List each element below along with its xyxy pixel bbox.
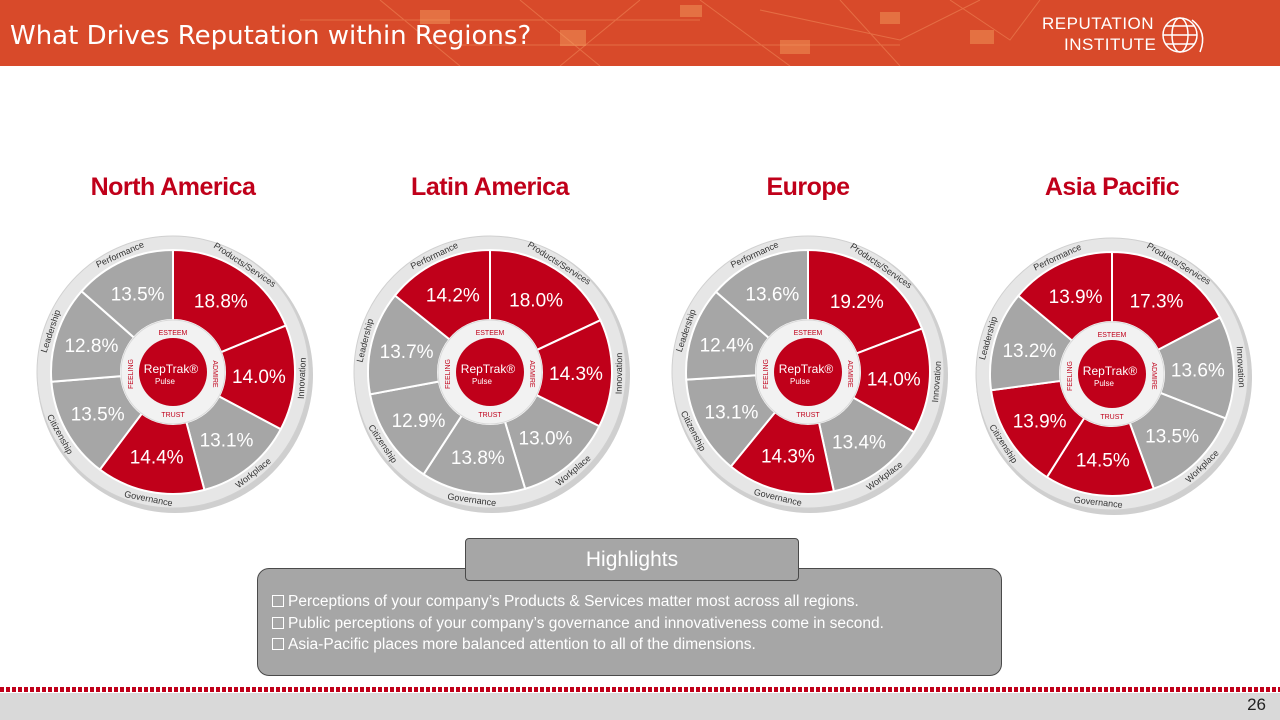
segment-value-label: 13.6% [1171, 360, 1225, 381]
segment-value-label: 14.4% [130, 447, 184, 468]
highlight-item: Public perceptions of your company’s gov… [272, 613, 884, 635]
header-bar: What Drives Reputation within Regions? R… [0, 0, 1280, 66]
highlights-title: Highlights [465, 538, 799, 581]
segment-value-label: 18.8% [194, 292, 248, 313]
segment-value-label: 13.5% [1145, 427, 1199, 448]
feeling-label: FEELING [763, 359, 770, 389]
checkbox-bullet-icon [272, 638, 284, 650]
checkbox-bullet-icon [272, 616, 284, 629]
admire-label: ADMIRE [528, 360, 535, 388]
segment-value-label: 13.1% [200, 430, 254, 451]
highlights-box [257, 568, 1002, 676]
segment-value-label: 13.0% [519, 429, 573, 450]
segment-value-label: 14.3% [549, 364, 603, 385]
segment-value-label: 14.0% [232, 367, 286, 388]
pulse-brand: Pulse [790, 377, 811, 386]
reptrak-brand: RepTrak® [461, 362, 516, 376]
region-title: Latin America [411, 173, 569, 201]
feeling-label: FEELING [445, 359, 452, 389]
checkbox-bullet-icon [272, 595, 284, 607]
segment-value-label: 13.6% [745, 285, 799, 306]
segment-value-label: 13.7% [380, 342, 434, 363]
footer-divider [0, 687, 1280, 692]
reptrak-brand: RepTrak® [779, 362, 834, 376]
pulse-brand: Pulse [472, 377, 493, 386]
highlight-item: Perceptions of your company’s Products &… [272, 591, 884, 613]
pulse-core [456, 338, 524, 406]
reptrak-brand: RepTrak® [1083, 364, 1138, 378]
trust-label: TRUST [1100, 414, 1124, 421]
region-title: Asia Pacific [1044, 173, 1180, 201]
logo-line2: INSTITUTE [1064, 35, 1157, 54]
esteem-label: ESTEEM [794, 330, 823, 337]
admire-label: ADMIRE [846, 360, 853, 388]
admire-label: ADMIRE [1150, 362, 1157, 390]
trust-label: TRUST [161, 412, 185, 419]
segment-value-label: 17.3% [1130, 291, 1184, 312]
esteem-label: ESTEEM [1098, 332, 1127, 339]
segment-value-label: 12.4% [700, 335, 754, 356]
segment-value-label: 13.1% [705, 402, 759, 423]
region-title: Europe [766, 173, 850, 201]
pulse-core [1078, 340, 1146, 408]
dimension-label: Innovation [296, 357, 308, 399]
admire-label: ADMIRE [211, 360, 218, 388]
esteem-label: ESTEEM [476, 330, 505, 337]
segment-value-label: 13.9% [1013, 411, 1067, 432]
page-title: What Drives Reputation within Regions? [10, 21, 532, 51]
segment-value-label: 12.8% [64, 336, 118, 357]
dimension-label: Innovation [930, 361, 943, 403]
feeling-label: FEELING [128, 359, 135, 389]
esteem-label: ESTEEM [159, 330, 188, 337]
highlight-item: Asia-Pacific places more balanced attent… [272, 634, 884, 656]
feeling-label: FEELING [1067, 361, 1074, 391]
highlight-text: Public perceptions of your company’s gov… [288, 614, 884, 632]
page-number: 26 [1247, 695, 1266, 714]
segment-value-label: 14.5% [1076, 451, 1130, 472]
segment-value-label: 13.5% [111, 285, 165, 306]
segment-value-label: 19.2% [830, 292, 884, 313]
pulse-brand: Pulse [1094, 379, 1115, 388]
segment-value-label: 13.4% [832, 432, 886, 453]
highlight-text: Perceptions of your company’s Products &… [288, 593, 859, 610]
reptrak-brand: RepTrak® [144, 362, 199, 376]
segment-value-label: 14.2% [426, 285, 480, 306]
pulse-brand: Pulse [155, 377, 176, 386]
segment-value-label: 18.0% [509, 290, 563, 311]
reputation-institute-logo: REPUTATION INSTITUTE [1040, 10, 1230, 60]
trust-label: TRUST [478, 412, 502, 419]
pulse-core [139, 338, 207, 406]
segment-value-label: 14.0% [867, 369, 921, 390]
dimension-label: Innovation [1235, 346, 1247, 388]
segment-value-label: 14.3% [761, 447, 815, 468]
pulse-core [774, 338, 842, 406]
globe-icon [1162, 17, 1204, 53]
logo-line1: REPUTATION [1042, 14, 1155, 33]
footer-bar: 26 [0, 693, 1280, 720]
trust-label: TRUST [796, 412, 820, 419]
highlights-list: Perceptions of your company’s Products &… [272, 591, 884, 656]
header-pattern [300, 0, 1041, 66]
segment-value-label: 13.9% [1049, 287, 1103, 308]
segment-value-label: 12.9% [392, 411, 446, 432]
highlight-text: Asia-Pacific places more balanced attent… [288, 636, 756, 653]
segment-value-label: 13.8% [451, 448, 505, 469]
dimension-label: Innovation [614, 353, 624, 395]
segment-value-label: 13.5% [71, 405, 125, 426]
region-title: North America [90, 173, 256, 201]
segment-value-label: 13.2% [1002, 341, 1056, 362]
